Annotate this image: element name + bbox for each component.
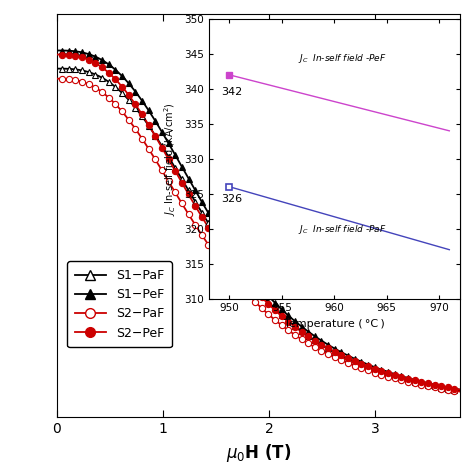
X-axis label: Temperature ( °C ): Temperature ( °C ) [284,319,384,329]
Y-axis label: $J_C$ In-self field (kA/cm$^2$): $J_C$ In-self field (kA/cm$^2$) [163,102,178,216]
Text: 342: 342 [221,88,242,98]
Legend: S1−PaF, S1−PeF, S2−PaF, S2−PeF: S1−PaF, S1−PeF, S2−PaF, S2−PeF [67,262,172,347]
Text: 326: 326 [221,194,242,204]
Text: $J_C$  In-self field -PeF: $J_C$ In-self field -PeF [298,52,386,65]
X-axis label: $\mu_0\mathbf{H}$ (T): $\mu_0\mathbf{H}$ (T) [226,442,291,464]
Text: $J_C$  In-self field -PaF: $J_C$ In-self field -PaF [298,223,386,236]
